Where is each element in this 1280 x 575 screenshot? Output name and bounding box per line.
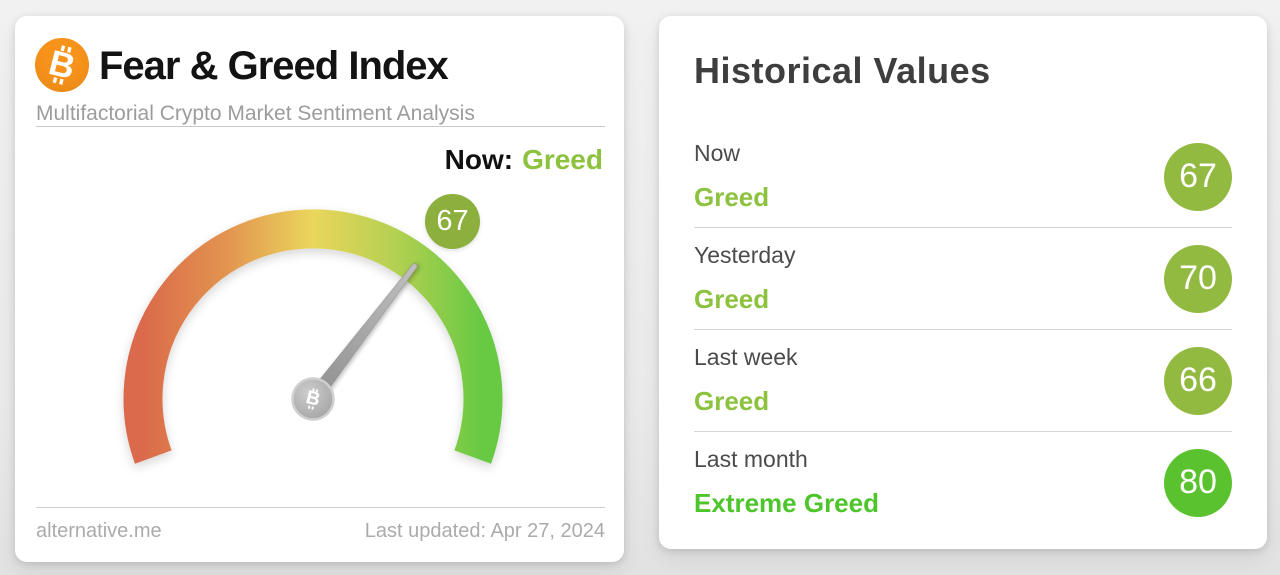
history-row-last-week: Last week Greed 66 [694, 330, 1232, 432]
bitcoin-icon: B [35, 38, 89, 92]
history-sentiment: Greed [694, 182, 770, 212]
history-period-label: Yesterday [694, 242, 796, 268]
history-sentiment: Greed [694, 284, 770, 314]
history-value-badge: 80 [1164, 448, 1232, 517]
history-period-label: Last week [694, 344, 798, 370]
history-value-badge: 66 [1164, 346, 1232, 415]
gauge-needle [307, 263, 418, 404]
history-period-label: Last month [694, 446, 808, 472]
gauge-value-badge: 67 [425, 194, 480, 249]
page-title: Fear & Greed Index [99, 44, 449, 88]
history-value-badge: 67 [1164, 142, 1232, 211]
header-divider [36, 126, 605, 127]
now-label: Now: [444, 144, 514, 175]
history-row-yesterday: Yesterday Greed 70 [694, 228, 1232, 330]
gauge-hub: B [291, 377, 335, 421]
historical-values-card: Historical Values Now Greed 67 Yesterday… [659, 16, 1267, 549]
history-row-last-month: Last month Extreme Greed 80 [694, 432, 1232, 533]
last-updated-text: Last updated: Apr 27, 2024 [364, 520, 605, 542]
now-sentiment-value: Greed [522, 144, 603, 175]
history-sentiment: Extreme Greed [694, 488, 879, 518]
page-subtitle: Multifactorial Crypto Market Sentiment A… [36, 102, 475, 125]
alternative-me-link[interactable]: alternative.me [36, 520, 162, 542]
history-period-label: Now [694, 140, 741, 166]
bitcoin-hub-glyph: B [304, 387, 322, 411]
fear-greed-gauge: B [123, 209, 503, 464]
gauge-arc [123, 209, 503, 464]
history-value-badge: 70 [1164, 244, 1232, 313]
history-sentiment: Greed [694, 386, 770, 416]
fear-greed-card: B Fear & Greed Index Multifactorial Cryp… [15, 16, 624, 562]
svg-text:B: B [304, 387, 322, 411]
current-sentiment-line: Now: Greed [445, 144, 603, 176]
historical-values-list: Now Greed 67 Yesterday Greed 70 Last wee… [694, 126, 1232, 533]
history-row-now: Now Greed 67 [694, 126, 1232, 228]
bitcoin-b-glyph: B [45, 43, 79, 87]
historical-values-title: Historical Values [694, 50, 991, 91]
footer-divider [36, 507, 605, 508]
